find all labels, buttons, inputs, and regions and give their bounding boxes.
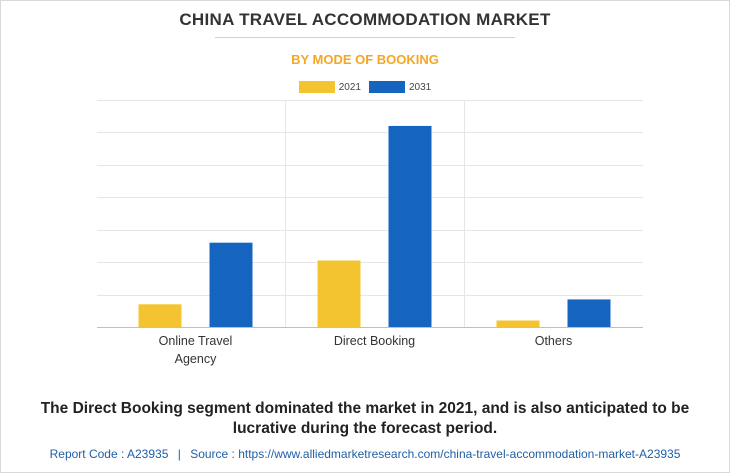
- legend-swatch-2021: [298, 81, 335, 93]
- bar-2031-online-travel-agency: [209, 242, 253, 327]
- x-tick-label: Online Travel Agency: [159, 334, 233, 366]
- bar-2021-online-travel-agency: [138, 304, 182, 327]
- legend-swatch-2031: [369, 81, 405, 93]
- source-link[interactable]: Source : https://www.alliedmarketresearc…: [190, 447, 681, 461]
- legend-item-2031[interactable]: 2031: [369, 81, 431, 93]
- legend-item-2021[interactable]: 2021: [298, 81, 361, 93]
- legend-label-2031: 2031: [409, 81, 432, 93]
- x-tick-label-line: Direct Booking: [334, 334, 415, 348]
- source-separator: |: [177, 447, 181, 461]
- x-tick-label-line: Agency: [175, 352, 217, 366]
- x-tick-label: Direct Booking: [334, 334, 415, 348]
- chart-legend: 2021 2031: [0, 79, 730, 95]
- report-code: Report Code : A23935: [49, 447, 169, 461]
- chart-title: CHINA TRAVEL ACCOMMODATION MARKET: [179, 10, 551, 29]
- legend-label-2021: 2021: [338, 81, 361, 93]
- bar-2021-direct-booking: [317, 260, 361, 327]
- bar-chart: Online Travel Agency Direct Booking Others: [97, 100, 643, 366]
- x-tick-label: Others: [535, 334, 573, 348]
- chart-subtitle: BY MODE OF BOOKING: [291, 52, 439, 67]
- bar-2021-others: [496, 320, 540, 327]
- bar-2031-others: [567, 299, 611, 327]
- source-line: Report Code : A23935 | Source : https://…: [0, 447, 730, 461]
- title-divider: [215, 37, 515, 38]
- chart-footnote: The Direct Booking segment dominated the…: [40, 400, 690, 437]
- bar-2031-direct-booking: [388, 125, 432, 327]
- x-tick-label-line: Online Travel: [159, 334, 233, 348]
- x-tick-label-line: Others: [535, 334, 573, 348]
